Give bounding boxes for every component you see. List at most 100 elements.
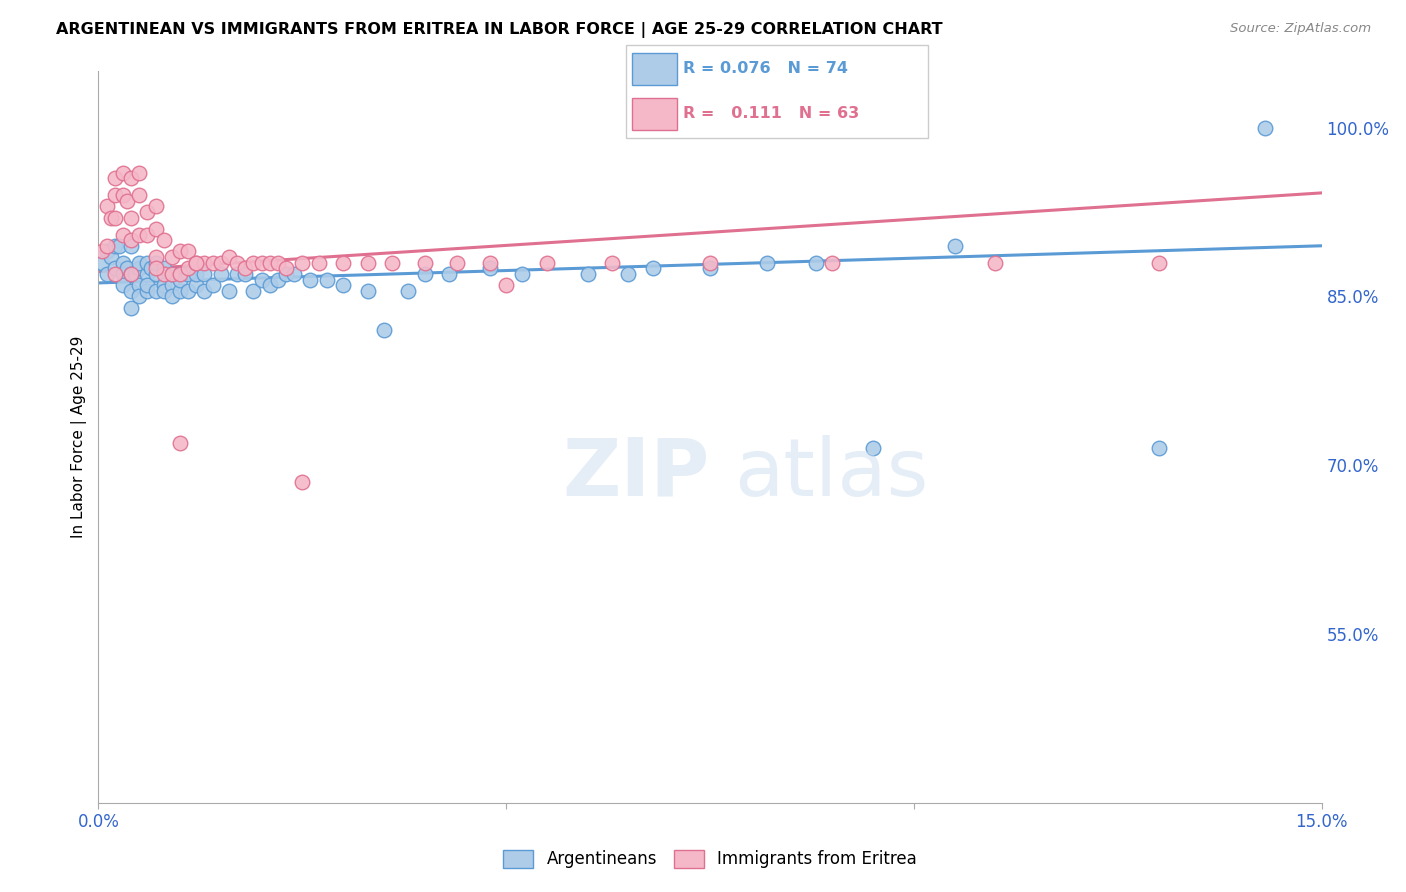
Point xyxy=(108,239,131,253)
Point xyxy=(136,227,159,242)
Point xyxy=(96,244,118,259)
Point xyxy=(177,267,200,281)
Point xyxy=(160,250,183,264)
Point xyxy=(160,289,183,303)
Text: ARGENTINEAN VS IMMIGRANTS FROM ERITREA IN LABOR FORCE | AGE 25-29 CORRELATION CH: ARGENTINEAN VS IMMIGRANTS FROM ERITREA I… xyxy=(56,22,943,38)
Point xyxy=(145,250,167,264)
Point xyxy=(641,261,664,276)
Point xyxy=(104,261,127,276)
Point xyxy=(413,255,436,269)
Point xyxy=(356,255,378,269)
Point xyxy=(193,284,215,298)
Point xyxy=(152,267,174,281)
Point xyxy=(186,255,208,269)
Point xyxy=(600,255,623,269)
Point xyxy=(169,272,191,286)
Point xyxy=(495,278,517,293)
Point xyxy=(356,284,378,298)
Point xyxy=(111,227,134,242)
Point xyxy=(1147,255,1170,269)
Point xyxy=(437,267,460,281)
Point xyxy=(274,261,297,276)
Point xyxy=(291,255,314,269)
Point xyxy=(226,255,249,269)
Point xyxy=(332,278,354,293)
Point xyxy=(120,301,142,315)
Point xyxy=(96,239,118,253)
Point xyxy=(136,284,159,298)
Point xyxy=(169,284,191,298)
Point xyxy=(111,188,134,202)
Point xyxy=(120,239,142,253)
Point xyxy=(446,255,468,269)
Point xyxy=(308,255,330,269)
Point xyxy=(193,255,215,269)
Point xyxy=(91,255,114,269)
Point xyxy=(201,255,224,269)
Point xyxy=(100,211,122,225)
Point xyxy=(862,442,884,456)
Point xyxy=(160,267,183,281)
Point xyxy=(169,244,191,259)
Point xyxy=(124,267,146,281)
Point xyxy=(152,233,174,247)
Point xyxy=(283,267,305,281)
Point xyxy=(699,255,721,269)
Point xyxy=(152,278,174,293)
Point xyxy=(128,278,150,293)
Legend: Argentineans, Immigrants from Eritrea: Argentineans, Immigrants from Eritrea xyxy=(496,843,924,875)
Point xyxy=(136,267,159,281)
Point xyxy=(250,272,273,286)
Point xyxy=(259,278,281,293)
Point xyxy=(120,211,142,225)
Point xyxy=(943,239,966,253)
Point xyxy=(128,261,150,276)
Point xyxy=(128,255,150,269)
Point xyxy=(381,255,404,269)
Point xyxy=(141,261,163,276)
Point xyxy=(111,278,134,293)
Point xyxy=(100,250,122,264)
Point xyxy=(186,267,208,281)
Point xyxy=(186,255,208,269)
Point xyxy=(111,267,134,281)
Point xyxy=(160,278,183,293)
Point xyxy=(111,255,134,269)
Point xyxy=(233,267,256,281)
Point xyxy=(145,261,167,276)
Point xyxy=(104,211,127,225)
Point xyxy=(160,267,183,281)
Text: R = 0.076   N = 74: R = 0.076 N = 74 xyxy=(683,62,848,77)
Point xyxy=(478,255,501,269)
Point xyxy=(315,272,337,286)
Point xyxy=(291,475,314,489)
Point xyxy=(120,171,142,186)
Point xyxy=(274,267,297,281)
Point xyxy=(1253,120,1275,135)
Text: R =   0.111   N = 63: R = 0.111 N = 63 xyxy=(683,106,859,121)
Point xyxy=(512,267,534,281)
Point xyxy=(193,267,215,281)
Point xyxy=(145,199,167,213)
Point xyxy=(699,261,721,276)
Point xyxy=(152,284,174,298)
Point xyxy=(145,284,167,298)
Point xyxy=(128,227,150,242)
Point xyxy=(617,267,640,281)
Point xyxy=(115,261,138,276)
Point xyxy=(186,278,208,293)
Point xyxy=(128,188,150,202)
FancyBboxPatch shape xyxy=(631,53,678,85)
Point xyxy=(373,323,395,337)
Point xyxy=(136,278,159,293)
Point xyxy=(120,267,142,281)
Point xyxy=(177,261,200,276)
Point xyxy=(396,284,419,298)
Point xyxy=(218,250,240,264)
Point xyxy=(267,272,290,286)
Point xyxy=(756,255,779,269)
Point xyxy=(250,255,273,269)
Point xyxy=(169,267,191,281)
Point xyxy=(104,171,127,186)
Point xyxy=(104,188,127,202)
